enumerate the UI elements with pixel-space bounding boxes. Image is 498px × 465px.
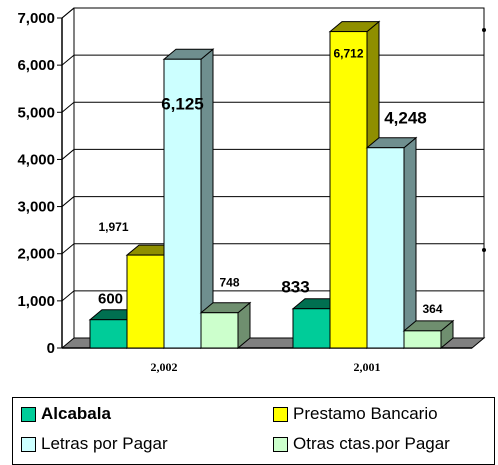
bar-otras-ctas-por-pagar-0 xyxy=(200,312,239,349)
bar-side-letras-por-pagar-1 xyxy=(403,136,417,350)
data-label-otras-ctas-por-pagar-0: 748 xyxy=(219,276,239,290)
data-label-otras-ctas-por-pagar-1: 364 xyxy=(422,302,442,316)
bar-prestamo-bancario-1 xyxy=(329,31,368,349)
y-tick-label: 1,000 xyxy=(17,293,55,310)
y-tick-label: 0 xyxy=(47,340,55,357)
y-tick-label: 3,000 xyxy=(17,199,55,216)
side-gridline xyxy=(61,243,75,255)
side-wall-top xyxy=(61,7,75,19)
y-tick-label: 6,000 xyxy=(17,57,55,74)
legend-swatch-letras-por-pagar xyxy=(21,436,36,452)
marker-dot-top xyxy=(482,28,486,32)
bar-alcabala-0 xyxy=(89,319,128,349)
side-gridline xyxy=(61,54,75,66)
bar-otras-ctas-por-pagar-1 xyxy=(403,330,442,349)
side-gridline xyxy=(61,149,75,160)
bar-alcabala-1 xyxy=(292,308,331,349)
legend-label-letras-por-pagar: Letras por Pagar xyxy=(41,434,168,453)
data-label-alcabala-1: 833 xyxy=(281,278,309,297)
data-label-alcabala-0: 600 xyxy=(98,291,123,308)
side-gridline xyxy=(61,290,75,302)
bar-letras-por-pagar-0 xyxy=(163,58,202,349)
data-label-letras-por-pagar-1: 4,248 xyxy=(384,109,427,128)
y-tick-label: 4,000 xyxy=(17,151,55,168)
legend-label-alcabala: Alcabala xyxy=(41,404,111,423)
legend-swatch-otras-ctas-por-pagar xyxy=(273,436,288,452)
legend-swatch-alcabala xyxy=(21,406,36,422)
x-tick-label: 2,001 xyxy=(354,360,381,374)
chart-legend: Alcabala Prestamo Bancario Letras por Pa… xyxy=(12,397,495,465)
bar-chart: 0 1,000 2,000 3,000 4,000 5,000 6,000 7,000 600… xyxy=(17,7,486,374)
y-tick-label: 2,000 xyxy=(17,246,55,263)
x-tick-label: 2,002 xyxy=(151,360,178,374)
data-label-prestamo-bancario-0: 1,971 xyxy=(98,220,128,234)
bar-letras-por-pagar-1 xyxy=(366,147,405,349)
legend-item-prestamo-bancario: Prestamo Bancario xyxy=(273,404,438,424)
legend-label-otras-ctas-por-pagar: Otras ctas.por Pagar xyxy=(293,434,450,453)
marker-dot-right xyxy=(482,248,486,252)
y-tick-label: 7,000 xyxy=(17,10,55,27)
bars xyxy=(88,20,455,350)
data-label-prestamo-bancario-1: 6,712 xyxy=(333,47,363,61)
legend-item-otras-ctas-por-pagar: Otras ctas.por Pagar xyxy=(273,434,450,454)
y-tick-label: 5,000 xyxy=(17,104,55,121)
gridlines xyxy=(61,7,485,339)
bar-prestamo-bancario-0 xyxy=(126,254,165,349)
legend-swatch-prestamo-bancario xyxy=(273,406,288,422)
legend-item-alcabala: Alcabala xyxy=(21,404,111,424)
x-tick-labels: 2,002 2,001 xyxy=(151,360,381,374)
data-label-letras-por-pagar-0: 6,125 xyxy=(161,94,204,113)
y-axis xyxy=(57,7,75,349)
side-gridline xyxy=(61,101,75,113)
legend-item-letras-por-pagar: Letras por Pagar xyxy=(21,434,168,454)
legend-label-prestamo-bancario: Prestamo Bancario xyxy=(293,404,438,423)
y-tick-labels: 0 1,000 2,000 3,000 4,000 5,000 6,000 7,000 xyxy=(17,10,55,357)
data-labels: 600 1,971 6,125 748 833 6,712 4,248 364 xyxy=(98,47,443,316)
side-gridline xyxy=(61,196,75,207)
